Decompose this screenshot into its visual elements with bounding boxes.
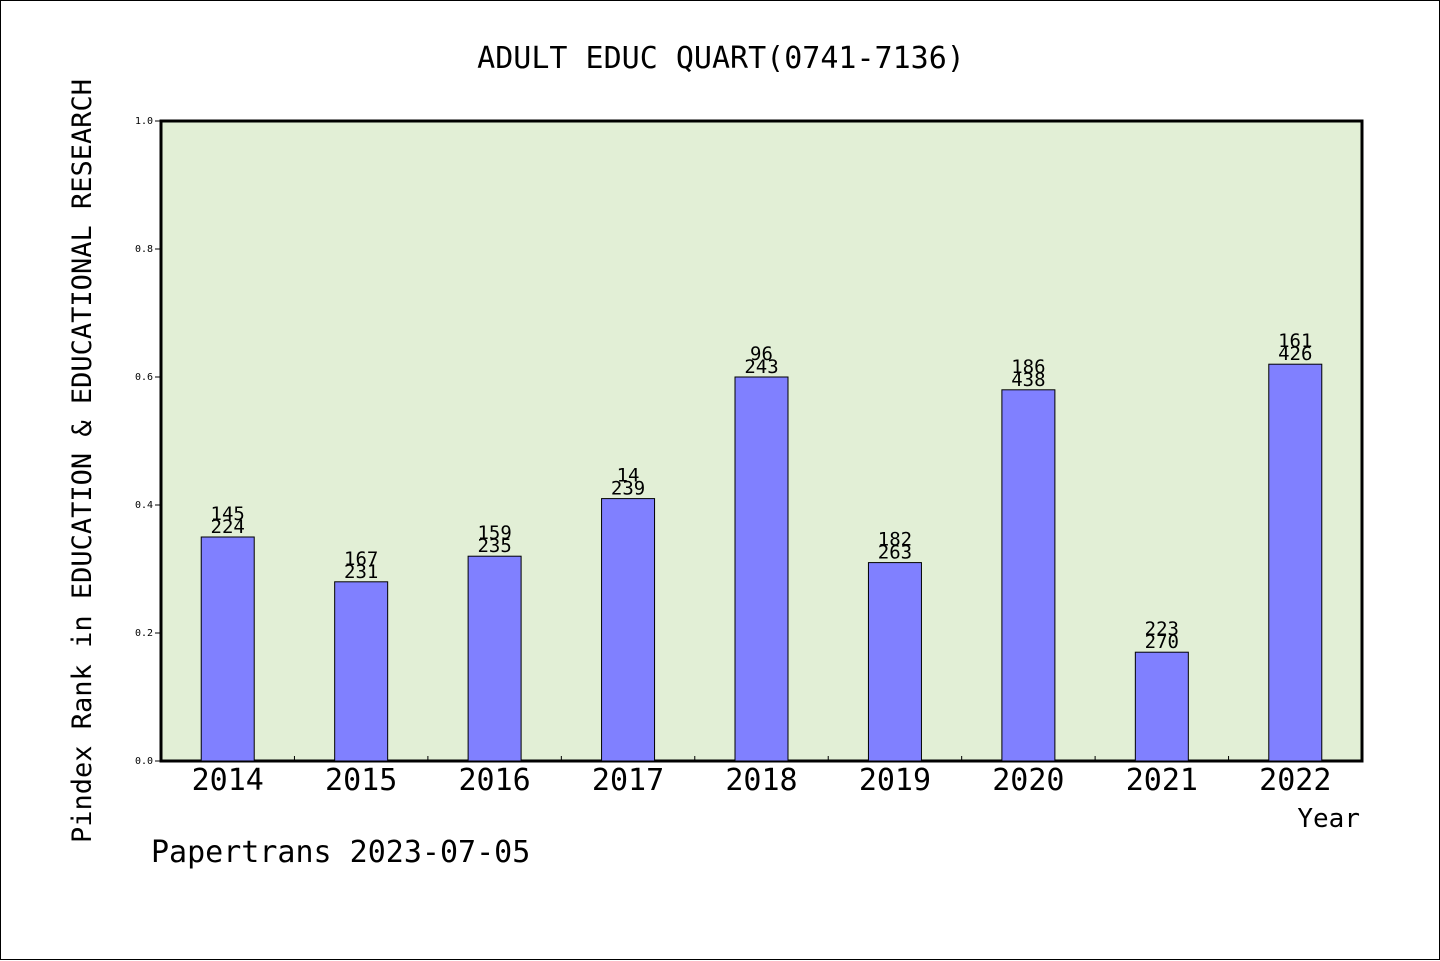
bar-label-top: 14	[617, 465, 640, 487]
bar-label-top: 182	[878, 529, 912, 551]
bar-label-bottom: 270	[1145, 631, 1179, 653]
x-tick-label: 2015	[325, 763, 397, 798]
y-tick-label: 0.6	[135, 372, 153, 383]
bar-label-bottom: 243	[744, 356, 778, 378]
y-tick-label: 0.4	[135, 500, 153, 511]
chart-title: ADULT EDUC QUART(0741-7136)	[477, 41, 965, 76]
bar-label-top: 167	[344, 548, 378, 570]
x-tick-label: 2022	[1259, 763, 1331, 798]
bar	[867, 562, 922, 762]
x-tick-label: 2016	[458, 763, 530, 798]
y-tick-label: 0.2	[135, 628, 153, 639]
bar-label-bottom: 235	[477, 535, 511, 557]
bar	[1268, 363, 1323, 762]
x-tick-label: 2021	[1126, 763, 1198, 798]
bar-label-bottom: 224	[211, 516, 245, 538]
y-tick-label: 1.0	[135, 116, 153, 127]
bar	[1134, 651, 1189, 762]
x-tick-label: 2019	[859, 763, 931, 798]
y-tick-label: 0.0	[135, 756, 153, 767]
x-tick-label: 2014	[192, 763, 264, 798]
bar	[467, 555, 522, 762]
bar-label-top: 186	[1011, 356, 1045, 378]
bar-label-top: 145	[211, 503, 245, 525]
bar-label-bottom: 438	[1011, 369, 1045, 391]
bar-label-bottom: 426	[1278, 343, 1312, 365]
bar-label-top: 161	[1278, 330, 1312, 352]
y-tick-label: 0.8	[135, 244, 153, 255]
x-axis-ticks: 2014 2015 2016 2017 2018 2019 2020 2021 2022	[192, 756, 1331, 798]
bar-label-top: 96	[750, 343, 773, 365]
y-axis-ticks: 0.0 0.2 0.4 0.6 0.8 1.0	[135, 116, 161, 767]
x-axis-label: Year	[1297, 804, 1360, 834]
bar	[200, 536, 255, 762]
bar-label-bottom: 263	[878, 542, 912, 564]
y-axis-label: Pindex Rank in EDUCATION & EDUCATIONAL R…	[67, 79, 98, 843]
x-tick-label: 2018	[725, 763, 797, 798]
x-tick-label: 2017	[592, 763, 664, 798]
bar-label-bottom: 231	[344, 561, 378, 583]
x-tick-label: 2020	[992, 763, 1064, 798]
bar	[601, 498, 656, 762]
bar	[334, 581, 389, 762]
bar-label-bottom: 239	[611, 478, 645, 500]
bar-label-top: 159	[477, 522, 511, 544]
bar	[1001, 389, 1056, 762]
bar-label-top: 223	[1145, 618, 1179, 640]
footer-credit: Papertrans 2023-07-05	[151, 835, 531, 870]
bar	[734, 376, 789, 762]
